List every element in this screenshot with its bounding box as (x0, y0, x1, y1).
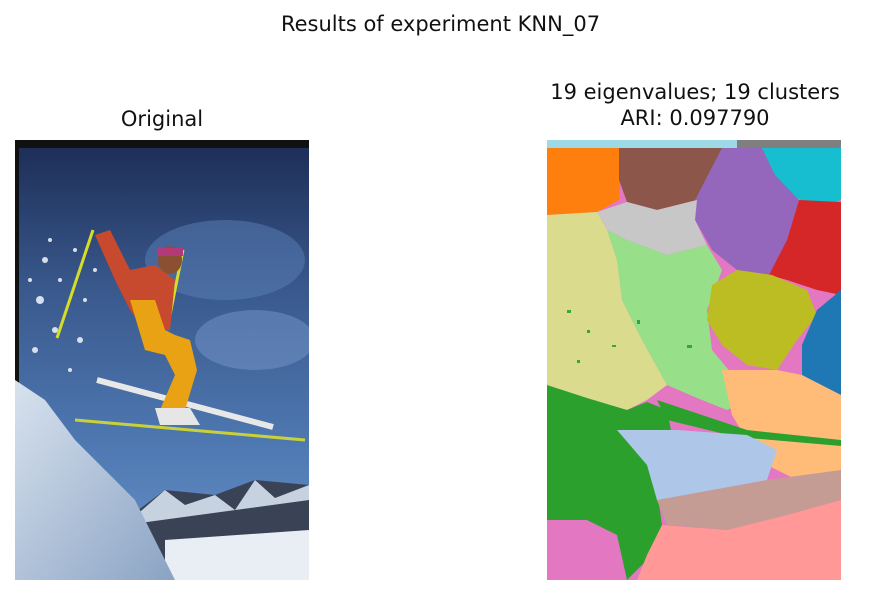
segmentation-title-line1: 19 eigenvalues; 19 clusters (550, 80, 840, 104)
segmentation-title: 19 eigenvalues; 19 clusters ARI: 0.09779… (500, 79, 881, 131)
segmentation-title-line2: ARI: 0.097790 (620, 106, 770, 130)
skier-photo-image (15, 140, 309, 580)
original-image-title: Original (120, 107, 204, 131)
original-photo (15, 140, 309, 580)
segmentation-image (547, 140, 841, 580)
figure-suptitle: Results of experiment KNN_07 (280, 12, 601, 36)
segmentation-map (547, 140, 841, 580)
